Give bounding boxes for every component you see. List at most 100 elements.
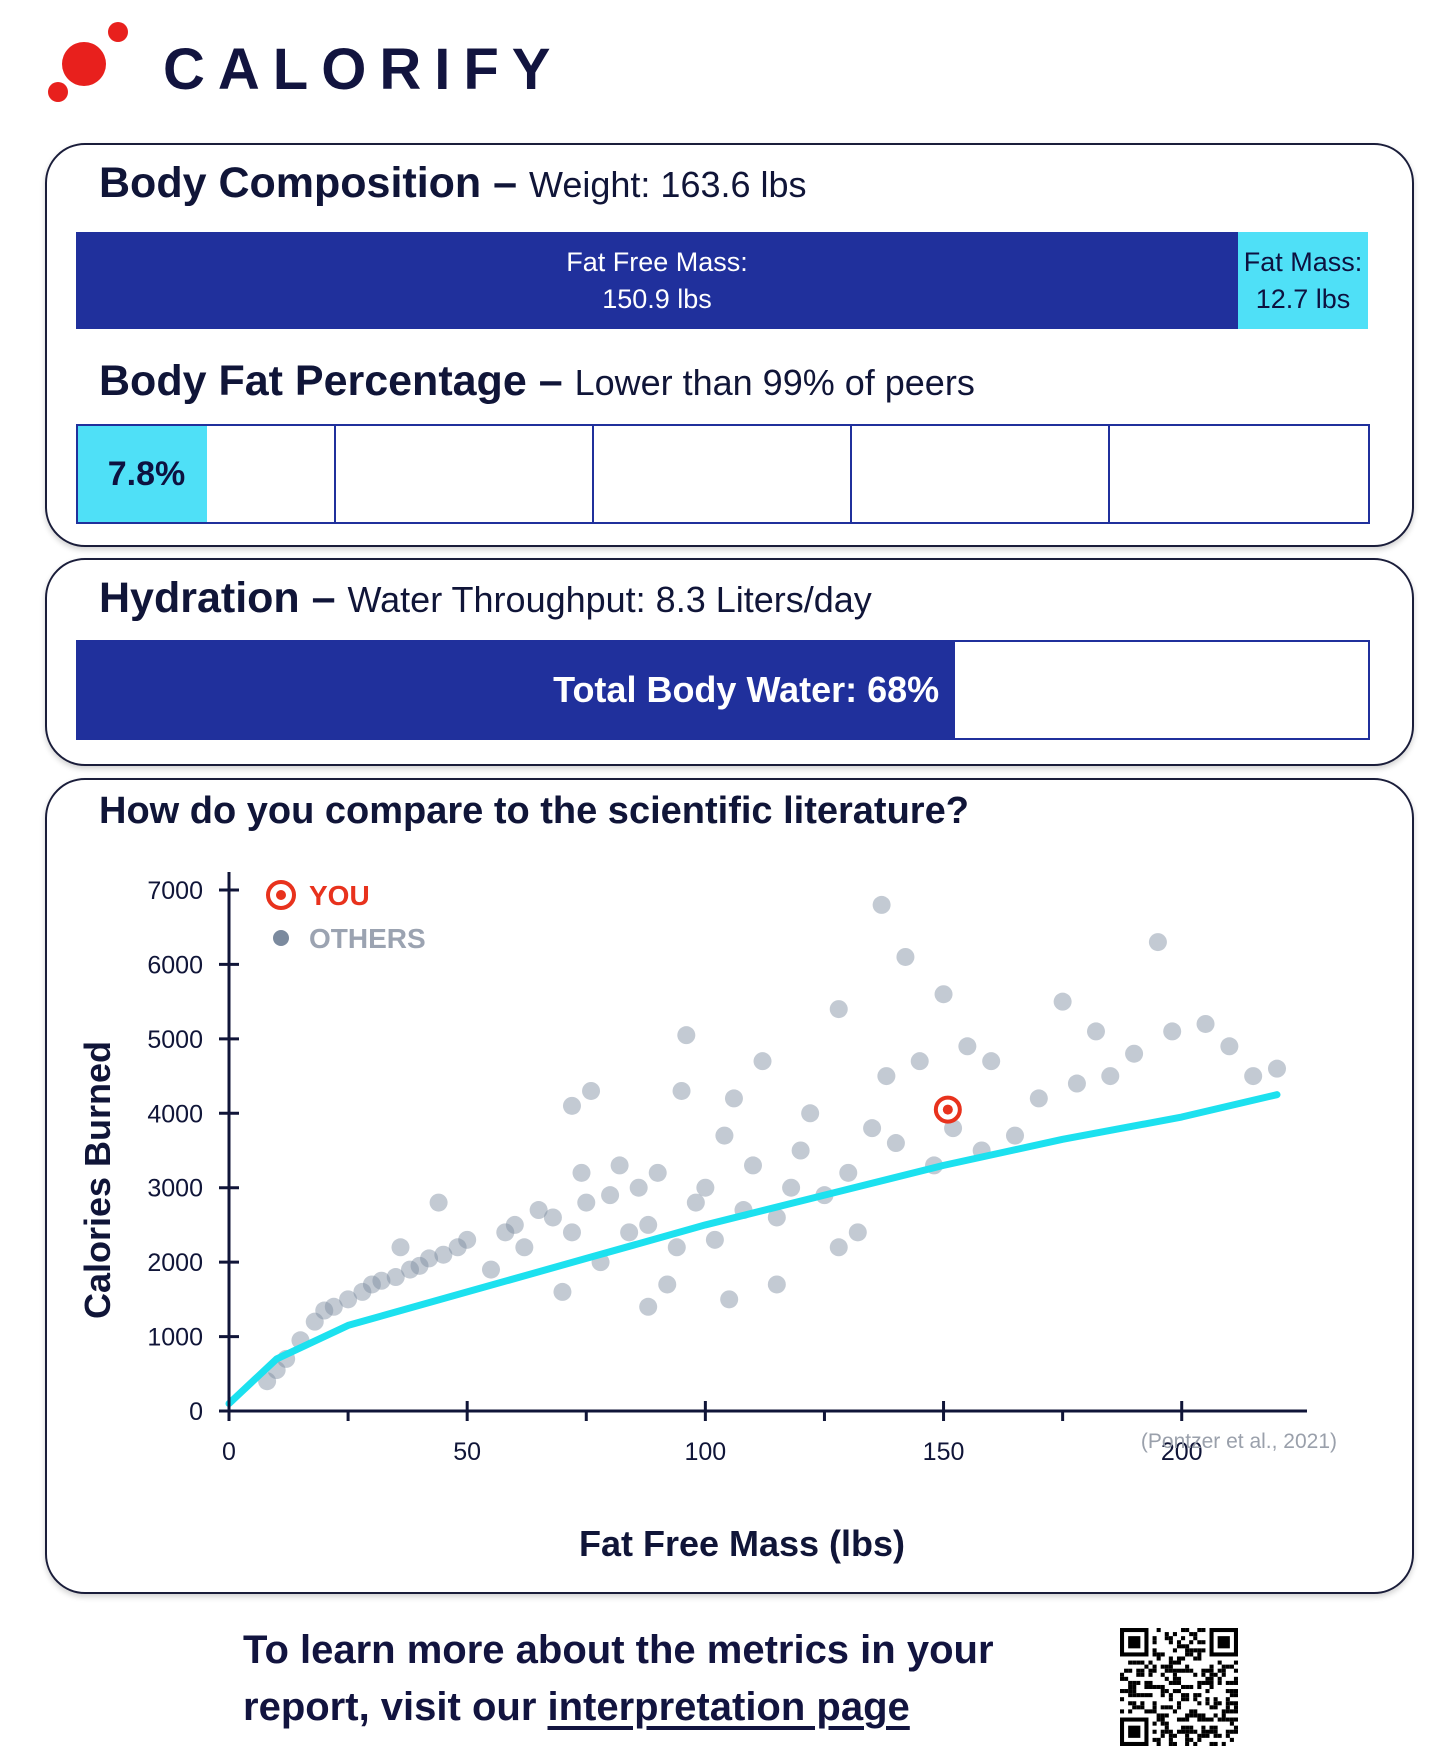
footer-line-1: To learn more about the metrics in your bbox=[243, 1628, 994, 1672]
chart-axes: 0 1000 2000 3000 4000 5000 6000 7000 0 50 100 150 20… bbox=[147, 872, 1307, 1466]
others-point bbox=[872, 895, 891, 914]
qr-module bbox=[1152, 1668, 1157, 1673]
qr-module bbox=[1189, 1652, 1194, 1657]
y-tick-label: 1000 bbox=[147, 1324, 203, 1352]
others-point bbox=[1086, 1022, 1105, 1041]
qr-module bbox=[1185, 1668, 1190, 1673]
qr-module bbox=[1205, 1668, 1210, 1673]
others-point bbox=[315, 1301, 334, 1320]
qr-module bbox=[1201, 1680, 1206, 1685]
qr-module bbox=[1136, 1680, 1141, 1685]
qr-module bbox=[1233, 1680, 1238, 1685]
qr-module bbox=[1193, 1709, 1198, 1714]
total-body-water-fill: Total Body Water: 68% bbox=[78, 642, 956, 738]
qr-module bbox=[1148, 1693, 1153, 1698]
comparison-card: How do you compare to the scientific lit… bbox=[45, 778, 1414, 1594]
qr-module bbox=[1193, 1693, 1198, 1698]
qr-module bbox=[1209, 1680, 1214, 1685]
others-point bbox=[434, 1245, 453, 1264]
qr-module bbox=[1209, 1672, 1214, 1677]
qr-module bbox=[1144, 1664, 1149, 1669]
qr-module bbox=[1168, 1668, 1173, 1673]
water-throughput-text: Water Throughput: 8.3 Liters/day bbox=[347, 579, 872, 620]
others-point bbox=[577, 1193, 596, 1212]
qr-code-icon[interactable] bbox=[1120, 1628, 1238, 1746]
qr-module bbox=[1193, 1648, 1198, 1653]
qr-module bbox=[1172, 1672, 1177, 1677]
qr-module bbox=[1152, 1652, 1157, 1657]
qr-module bbox=[1233, 1701, 1238, 1706]
others-point bbox=[410, 1256, 429, 1275]
qr-module bbox=[1229, 1689, 1234, 1694]
body-composition-heading: Body Composition – Weight: 163.6 lbs bbox=[99, 159, 807, 207]
qr-module bbox=[1189, 1632, 1194, 1637]
qr-module bbox=[1172, 1709, 1177, 1714]
qr-module bbox=[1132, 1660, 1137, 1665]
trend-line bbox=[225, 1091, 1281, 1408]
qr-module bbox=[1201, 1717, 1206, 1722]
qr-module bbox=[1217, 1733, 1222, 1738]
qr-module bbox=[1185, 1664, 1190, 1669]
qr-module bbox=[1181, 1668, 1186, 1673]
qr-module bbox=[1120, 1676, 1125, 1681]
others-legend-label: OTHERS bbox=[309, 923, 426, 954]
qr-module bbox=[1168, 1705, 1173, 1710]
others-point bbox=[1268, 1059, 1286, 1078]
qr-module bbox=[1213, 1672, 1218, 1677]
others-point bbox=[505, 1215, 524, 1234]
qr-module bbox=[1197, 1680, 1202, 1685]
qr-module bbox=[1221, 1717, 1226, 1722]
qr-module bbox=[1217, 1701, 1222, 1706]
qr-module bbox=[1197, 1733, 1202, 1738]
qr-module bbox=[1205, 1733, 1210, 1738]
others-point bbox=[543, 1208, 562, 1227]
qr-module bbox=[1185, 1648, 1190, 1653]
qr-module bbox=[1168, 1693, 1173, 1698]
interpretation-page-link[interactable]: interpretation page bbox=[547, 1685, 910, 1729]
qr-module bbox=[1128, 1693, 1133, 1698]
qr-module bbox=[1185, 1628, 1190, 1633]
qr-module bbox=[1168, 1640, 1173, 1645]
qr-module bbox=[1140, 1660, 1145, 1665]
others-point bbox=[677, 1026, 696, 1045]
qr-module bbox=[1168, 1733, 1173, 1738]
qr-module bbox=[1160, 1664, 1165, 1669]
others-point bbox=[572, 1163, 591, 1182]
qr-module bbox=[1152, 1636, 1157, 1641]
qr-module bbox=[1193, 1713, 1198, 1718]
fat-mass-value: 12.7 lbs bbox=[1255, 284, 1351, 314]
qr-module bbox=[1197, 1628, 1202, 1633]
others-point bbox=[910, 1052, 929, 1071]
qr-module bbox=[1181, 1644, 1186, 1649]
qr-module bbox=[1152, 1705, 1157, 1710]
qr-module bbox=[1229, 1729, 1234, 1734]
qr-module bbox=[1172, 1632, 1177, 1637]
qr-module bbox=[1229, 1737, 1234, 1742]
qr-module bbox=[1233, 1705, 1238, 1710]
others-point bbox=[672, 1081, 691, 1100]
others-point bbox=[696, 1178, 715, 1197]
others-point bbox=[934, 985, 953, 1004]
y-tick-label: 6000 bbox=[147, 951, 203, 979]
qr-module bbox=[1156, 1628, 1161, 1633]
qr-module bbox=[1148, 1680, 1153, 1685]
others-point bbox=[582, 1081, 601, 1100]
others-point bbox=[782, 1178, 801, 1197]
scale-divider bbox=[850, 426, 852, 522]
qr-module bbox=[1193, 1741, 1198, 1746]
qr-module bbox=[1209, 1741, 1214, 1746]
qr-module bbox=[1160, 1729, 1165, 1734]
qr-module bbox=[1217, 1676, 1222, 1681]
qr-module bbox=[1168, 1660, 1173, 1665]
citation: (Pontzer et al., 2021) bbox=[1141, 1430, 1337, 1453]
y-tick-label: 0 bbox=[189, 1398, 203, 1426]
y-axis-label: Calories Burned bbox=[77, 1041, 118, 1319]
qr-module bbox=[1132, 1680, 1137, 1685]
qr-module bbox=[1225, 1729, 1230, 1734]
others-point bbox=[1163, 1022, 1182, 1041]
qr-module bbox=[1152, 1648, 1157, 1653]
qr-module bbox=[1140, 1701, 1145, 1706]
qr-module bbox=[1176, 1705, 1182, 1710]
others-point bbox=[1125, 1044, 1144, 1063]
qr-module bbox=[1156, 1652, 1161, 1657]
